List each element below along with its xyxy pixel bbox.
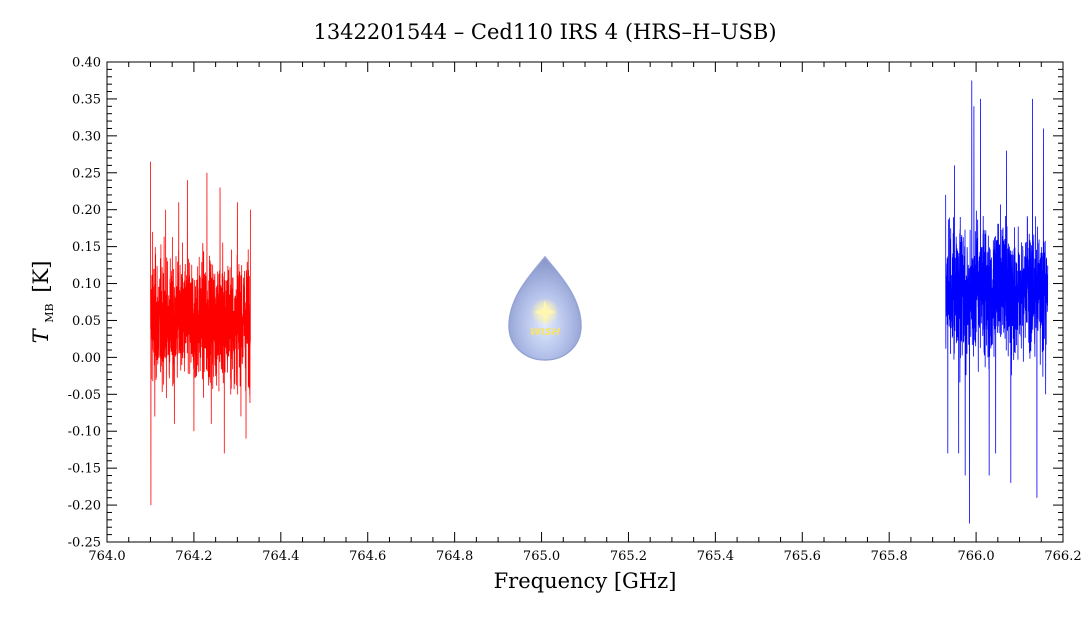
x-tick-label: 765.4 (697, 549, 734, 564)
plot-area (150, 80, 1049, 524)
x-tick-label: 765.8 (871, 549, 908, 564)
y-tick-label: 0.30 (72, 129, 101, 144)
y-axis-label-main: T (29, 327, 53, 343)
x-tick-label: 766.2 (1044, 549, 1081, 564)
y-tick-label: 0.00 (72, 351, 101, 366)
y-axis-label-subscript: MB (43, 303, 56, 322)
y-tick-label: -0.10 (68, 425, 101, 440)
y-axis-label-unit: [K] (29, 261, 53, 293)
y-tick-label: 0.15 (72, 240, 101, 255)
y-tick-label: 0.20 (72, 203, 101, 218)
wish-logo: WISH (508, 255, 582, 361)
x-tick-label: 766.0 (957, 549, 994, 564)
spectrum-series-line (150, 161, 251, 506)
y-tick-label: -0.20 (68, 499, 101, 514)
x-tick-label: 765.6 (784, 549, 821, 564)
x-tick-label: 764.4 (262, 549, 299, 564)
x-tick-label: 764.6 (349, 549, 386, 564)
x-axis-label: Frequency [GHz] (494, 569, 677, 593)
y-tick-label: 0.40 (72, 56, 101, 71)
y-tick-label: -0.15 (68, 462, 101, 477)
y-tick-label: -0.05 (68, 388, 101, 403)
y-tick-label: 0.10 (72, 277, 101, 292)
x-tick-label: 764.0 (88, 549, 125, 564)
x-tick-label: 764.8 (436, 549, 473, 564)
y-tick-label: 0.25 (72, 166, 101, 181)
y-tick-label: 0.35 (72, 92, 101, 107)
y-tick-label: 0.05 (72, 314, 101, 329)
spectrum-series-line (945, 80, 1049, 524)
y-tick-label: -0.25 (68, 536, 101, 551)
svg-text:T MB [K]: T MB [K] (29, 261, 58, 344)
y-axis-label: T MB [K] (29, 261, 58, 344)
x-tick-label: 765.2 (610, 549, 647, 564)
chart-title: 1342201544 – Ced110 IRS 4 (HRS–H–USB) (313, 20, 776, 44)
wish-logo-text: WISH (530, 327, 561, 338)
axes: 764.0 764.2 764.4 764.6 764.8 765.0 765.2 765.4… (68, 56, 1082, 565)
x-tick-label: 765.0 (523, 549, 560, 564)
x-tick-label: 764.2 (175, 549, 212, 564)
